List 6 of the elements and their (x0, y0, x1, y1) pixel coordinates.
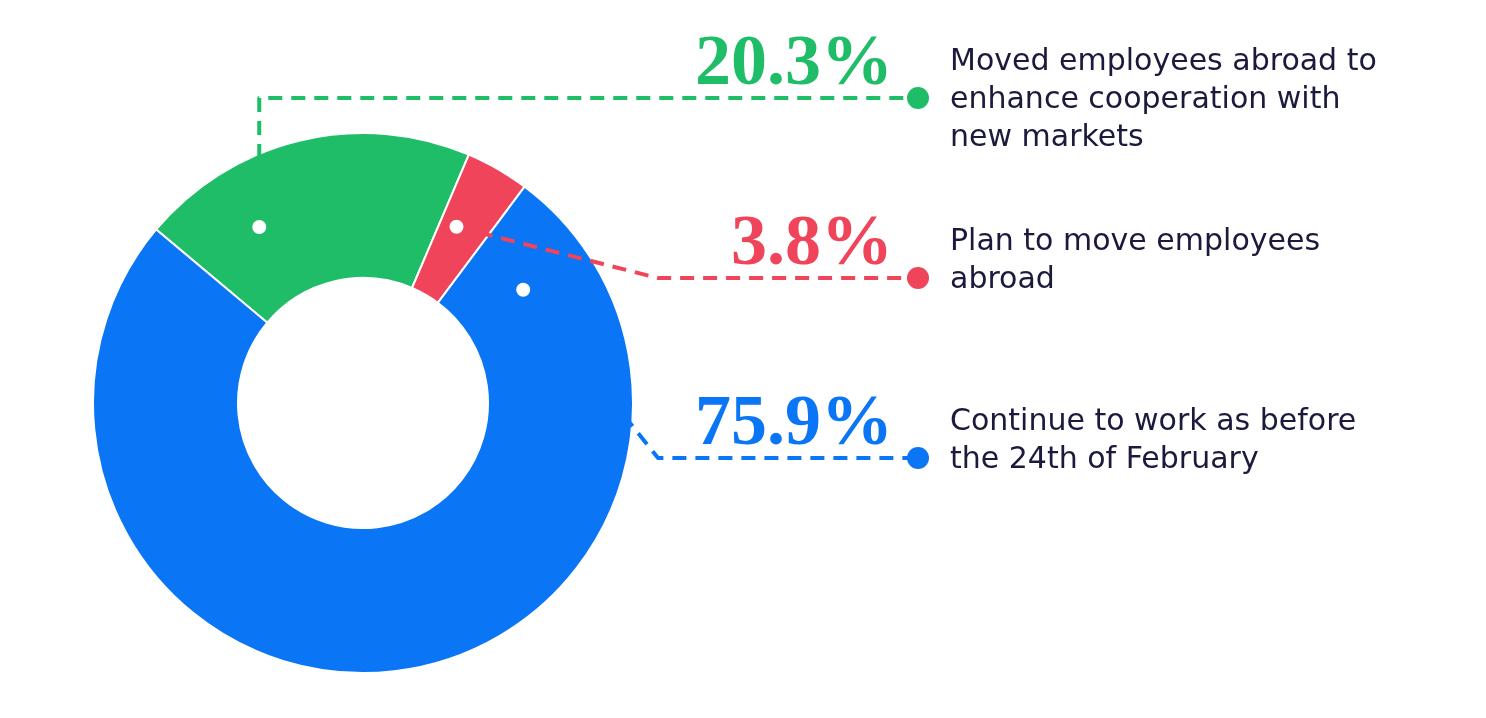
data-label: 20.3% (695, 20, 893, 100)
legend-label: Continue to work as before the 24th of February (950, 402, 1357, 475)
data-label: 75.9% (695, 380, 893, 460)
legend-label: Plan to move employees abroad (950, 222, 1321, 295)
legend-label: Moved employees abroad to enhance cooperation with new markets (950, 42, 1377, 153)
data-label: 3.8% (731, 200, 893, 280)
